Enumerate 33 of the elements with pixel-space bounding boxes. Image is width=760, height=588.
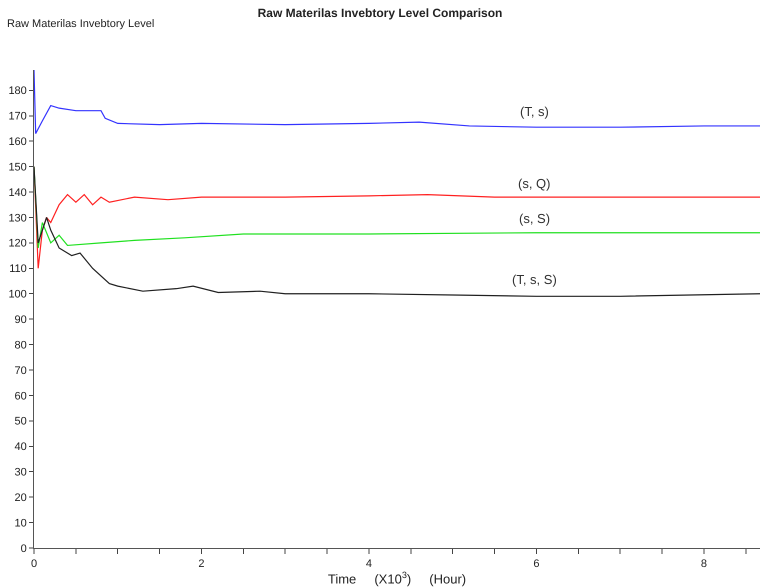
y-tick-label: 0 [20,542,27,555]
y-tick-label: 180 [8,85,27,98]
series-label: (s, Q) [518,176,550,191]
y-tick-label: 90 [14,314,27,326]
series-label: (s, S) [519,211,550,226]
y-tick-label: 150 [8,161,27,174]
y-tick-label: 10 [14,517,27,530]
chart-title: Raw Materilas Invebtory Level Comparison [258,6,502,20]
x-tick-label: 0 [30,558,38,570]
y-tick-label: 30 [14,466,27,479]
y-tick-label: 70 [14,364,27,377]
x-tick-label: 8 [700,558,707,570]
x-tick-label: 2 [198,558,205,570]
x-axis-title: Time (X10$^{3}$) (Hour) [328,570,466,587]
y-tick-label: 20 [14,492,27,504]
y-tick-label: 80 [14,339,27,352]
series-label: (T, s, S) [512,272,557,287]
y-tick-label: 40 [14,441,27,454]
y-tick-label: 130 [8,212,27,224]
y-tick-label: 100 [8,288,27,301]
y-tick-label: 60 [14,390,27,402]
y-tick-label: 160 [8,136,27,148]
series-label: (T, s) [520,104,549,119]
line-series [34,70,760,134]
line-series [34,166,760,297]
y-tick-label: 50 [14,416,27,428]
x-tick-label: 6 [533,558,540,570]
y-tick-label: 120 [8,238,27,250]
y-tick-label: 170 [8,110,27,123]
y-axis-title: Raw Materilas Invebtory Level [7,18,154,30]
x-tick-label: 4 [366,558,372,570]
y-tick-label: 110 [9,263,27,276]
y-tick-label: 140 [8,186,27,199]
